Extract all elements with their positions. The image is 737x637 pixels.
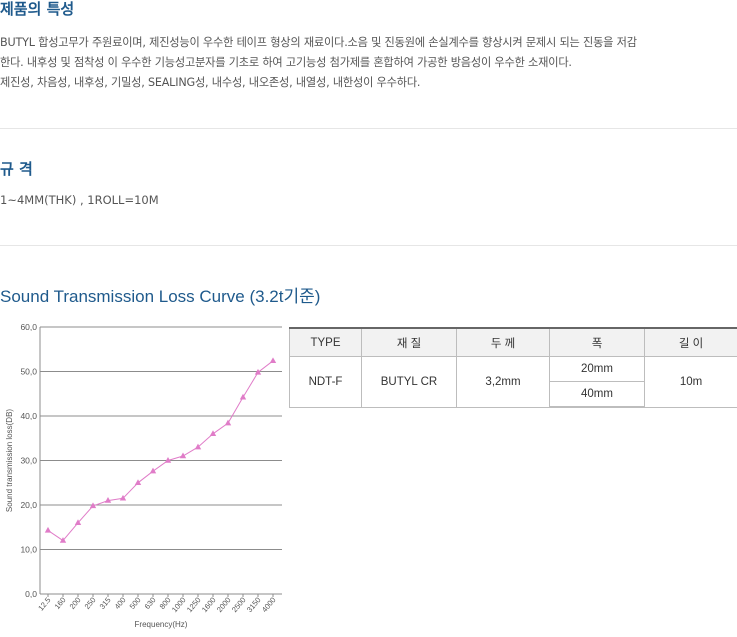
features-line: 제진성, 차음성, 내후성, 기밀성, SEALING성, 내수성, 내오존성,… bbox=[0, 76, 421, 89]
header-length: 길 이 bbox=[644, 327, 737, 357]
x-tick-label: 4000 bbox=[260, 596, 278, 615]
data-point bbox=[224, 419, 232, 426]
x-axis-label: Frequency(Hz) bbox=[135, 620, 188, 629]
features-paragraph: BUTYL 합성고무가 주원료이며, 제진성능이 우수한 테이프 형상의 재료이… bbox=[0, 33, 737, 93]
x-tick-label: 2500 bbox=[230, 596, 248, 615]
section-title-curve: Sound Transmission Loss Curve (3.2t기준) bbox=[0, 287, 321, 306]
section-title-spec: 규 격 bbox=[0, 160, 33, 178]
data-point bbox=[239, 393, 247, 400]
header-material: 재 질 bbox=[361, 327, 457, 357]
features-line: 한다. 내후성 및 점착성 이 우수한 기능성고분자를 기초로 하여 고기능성 … bbox=[0, 56, 572, 69]
data-point bbox=[254, 368, 262, 375]
y-tick-label: 40,0 bbox=[20, 411, 37, 421]
cell-width: 40mm bbox=[549, 381, 645, 408]
y-tick-label: 50,0 bbox=[20, 367, 37, 377]
data-point bbox=[119, 494, 127, 501]
series-line bbox=[47, 360, 274, 542]
data-point bbox=[194, 443, 202, 450]
features-line: BUTYL 합성고무가 주원료이며, 제진성능이 우수한 테이프 형상의 재료이… bbox=[0, 36, 637, 49]
data-point bbox=[134, 479, 142, 485]
x-tick-label: 500 bbox=[128, 596, 143, 611]
x-tick-label: 250 bbox=[83, 596, 98, 611]
table-row: 40mm bbox=[290, 381, 737, 408]
data-point bbox=[89, 502, 97, 509]
spec-text: 1~4MM(THK) , 1ROLL=10M bbox=[0, 193, 159, 207]
x-tick-label: 2000 bbox=[215, 596, 233, 615]
x-tick-label: 160 bbox=[53, 596, 68, 611]
data-point bbox=[209, 430, 217, 436]
x-tick-label: 12.5 bbox=[36, 596, 52, 613]
y-tick-label: 10,0 bbox=[20, 545, 37, 555]
data-point bbox=[59, 537, 67, 543]
y-tick-label: 60,0 bbox=[20, 322, 37, 332]
cell-width: 20mm bbox=[549, 356, 645, 382]
spec-table: TYPE 재 질 두 께 폭 길 이 NDT-F BUTYL CR 3,2mm … bbox=[289, 327, 737, 408]
x-tick-label: 315 bbox=[98, 596, 113, 611]
x-tick-label: 3150 bbox=[245, 596, 263, 615]
cell-type: NDT-F bbox=[289, 356, 362, 408]
divider bbox=[0, 245, 737, 246]
divider bbox=[0, 128, 737, 129]
table-header-row: TYPE 재 질 두 께 폭 길 이 bbox=[289, 327, 737, 357]
y-tick-label: 20,0 bbox=[20, 500, 37, 510]
data-point bbox=[149, 467, 157, 474]
y-tick-label: 30,0 bbox=[20, 456, 37, 466]
header-thickness: 두 께 bbox=[456, 327, 550, 357]
data-point bbox=[74, 519, 82, 525]
y-axis-label: Sound transmission loss(DB) bbox=[5, 409, 14, 512]
loss-curve-chart: 0,010,020,030,040,050,060,012.5 160 200 250… bbox=[5, 322, 282, 629]
x-tick-label: 1600 bbox=[200, 596, 218, 615]
cell-thickness: 3,2mm bbox=[456, 356, 550, 408]
x-tick-label: 200 bbox=[68, 596, 83, 611]
x-tick-label: 1250 bbox=[185, 596, 203, 615]
y-tick-label: 0,0 bbox=[25, 589, 37, 599]
header-width: 폭 bbox=[549, 327, 645, 357]
data-point bbox=[179, 452, 187, 459]
data-point bbox=[104, 497, 112, 503]
cell-material: BUTYL CR bbox=[361, 356, 457, 408]
x-tick-label: 400 bbox=[113, 596, 128, 611]
data-point bbox=[44, 526, 52, 533]
header-type: TYPE bbox=[289, 327, 362, 357]
x-tick-label: 1000 bbox=[170, 596, 188, 615]
data-point bbox=[164, 457, 172, 463]
x-tick-label: 630 bbox=[143, 596, 158, 611]
section-title-features: 제품의 특성 bbox=[0, 0, 75, 18]
data-point bbox=[269, 357, 277, 364]
cell-length: 10m bbox=[644, 356, 737, 408]
table-row: NDT-F BUTYL CR 3,2mm 20mm 10m bbox=[289, 356, 737, 408]
